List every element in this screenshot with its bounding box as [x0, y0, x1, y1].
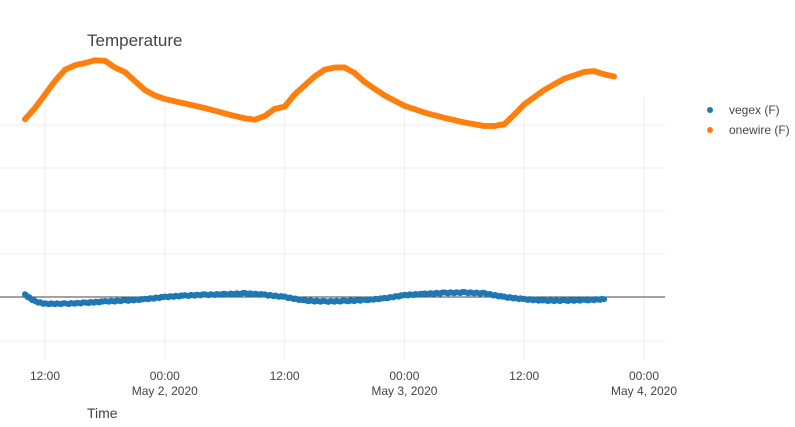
- x-tick-date-label: May 4, 2020: [611, 384, 677, 398]
- gridlines: [0, 97, 665, 360]
- x-tick-label: 00:00: [389, 369, 419, 383]
- series-0: [22, 289, 608, 308]
- series-1: [22, 57, 618, 129]
- chart-title: Temperature: [87, 31, 182, 50]
- legend-item[interactable]: onewire (F): [707, 123, 790, 137]
- x-tick-label: 00:00: [150, 369, 180, 383]
- legend-item[interactable]: vegex (F): [707, 103, 780, 117]
- x-tick-label: 00:00: [629, 369, 659, 383]
- data-point: [601, 296, 608, 303]
- x-axis-title: Time: [87, 405, 118, 421]
- legend-label: onewire (F): [729, 123, 790, 137]
- x-tick-label: 12:00: [270, 369, 300, 383]
- legend[interactable]: vegex (F) onewire (F): [707, 103, 790, 137]
- x-tick-label: 12:00: [30, 369, 60, 383]
- legend-label: vegex (F): [729, 103, 780, 117]
- plot-area: [22, 57, 618, 308]
- x-tick-date-label: May 3, 2020: [371, 384, 437, 398]
- x-tick-date-label: May 2, 2020: [132, 384, 198, 398]
- legend-marker: [707, 127, 713, 133]
- data-point: [611, 73, 618, 80]
- x-tick-label: 12:00: [509, 369, 539, 383]
- legend-marker: [707, 107, 713, 113]
